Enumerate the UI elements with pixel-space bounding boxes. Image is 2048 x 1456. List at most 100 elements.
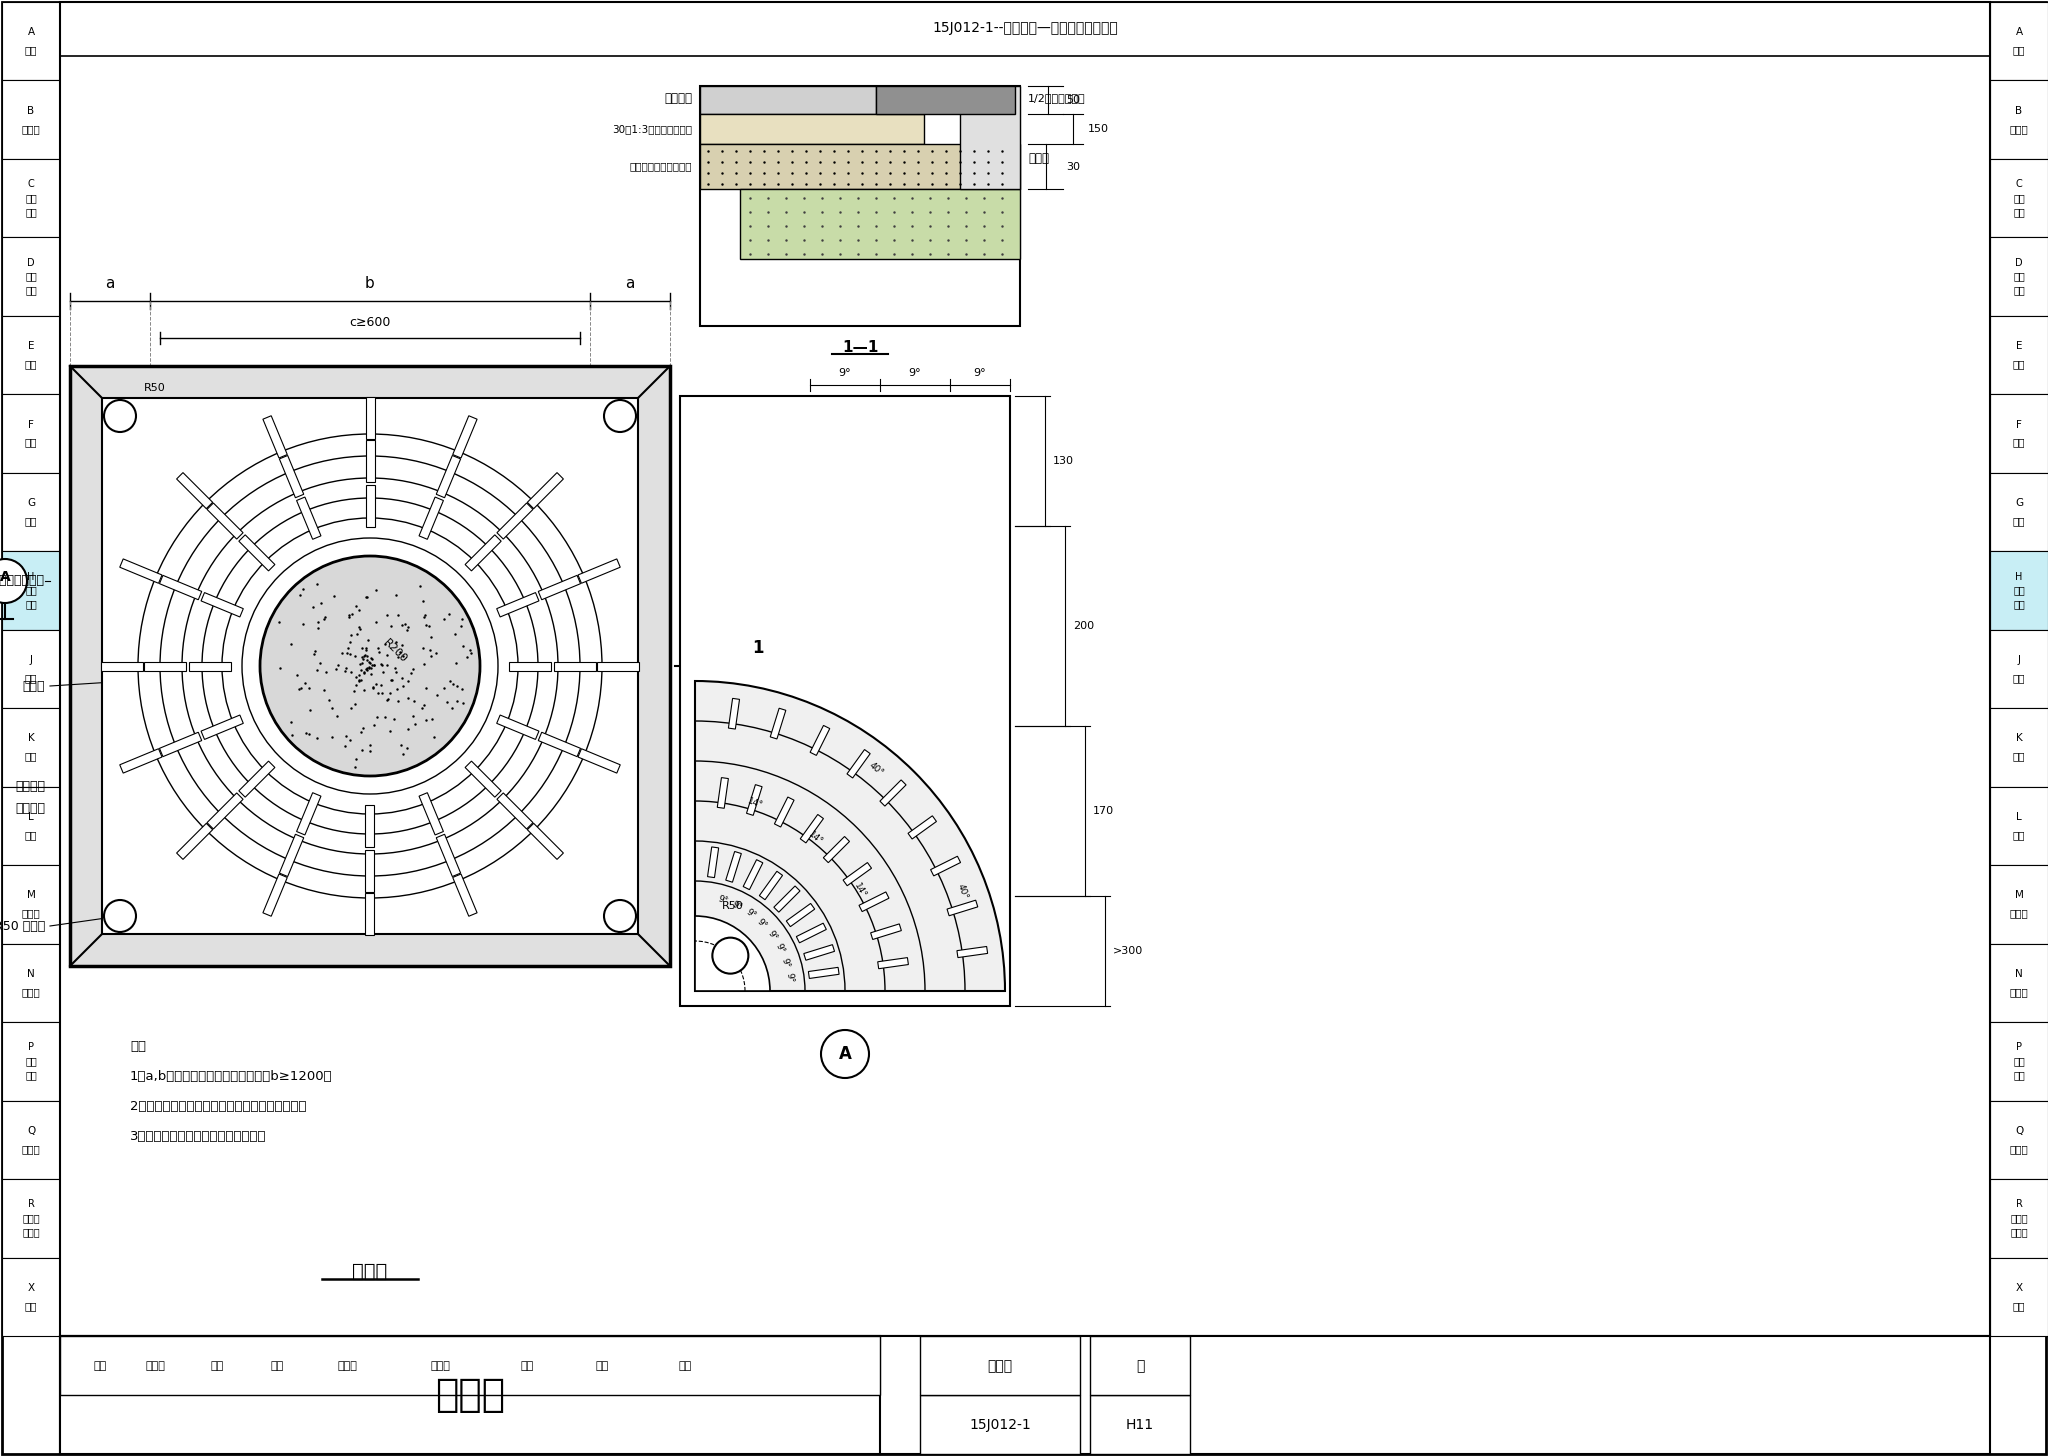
Wedge shape bbox=[694, 681, 1006, 992]
Text: 种植土: 种植土 bbox=[1028, 153, 1049, 166]
Circle shape bbox=[104, 400, 135, 432]
Bar bbox=[539, 575, 580, 600]
Bar bbox=[297, 496, 322, 539]
Text: 材料: 材料 bbox=[2013, 207, 2025, 217]
Bar bbox=[498, 502, 532, 539]
Bar bbox=[881, 780, 905, 807]
Bar bbox=[1991, 630, 2048, 708]
Bar bbox=[2, 237, 59, 316]
Bar bbox=[700, 86, 877, 114]
Bar bbox=[1991, 552, 2048, 630]
Text: 15J012-1: 15J012-1 bbox=[969, 1418, 1030, 1433]
Circle shape bbox=[604, 900, 637, 932]
Text: 200: 200 bbox=[1073, 622, 1094, 630]
Text: 朱燕辉: 朱燕辉 bbox=[338, 1361, 358, 1372]
Bar bbox=[811, 725, 829, 756]
Wedge shape bbox=[694, 916, 770, 992]
Text: 9°: 9° bbox=[973, 368, 987, 379]
Bar bbox=[207, 502, 244, 539]
Text: 注：: 注： bbox=[129, 1040, 145, 1053]
Bar bbox=[2, 552, 59, 630]
Bar bbox=[59, 1337, 1991, 1455]
Bar bbox=[725, 852, 741, 882]
Circle shape bbox=[604, 400, 637, 432]
Text: E: E bbox=[29, 341, 35, 351]
Text: 水景: 水景 bbox=[2013, 830, 2025, 840]
Bar bbox=[598, 661, 639, 671]
Bar bbox=[539, 732, 580, 757]
Bar bbox=[102, 397, 639, 933]
Bar bbox=[920, 1337, 1079, 1395]
Text: 树池: 树池 bbox=[25, 600, 37, 610]
Bar bbox=[240, 534, 274, 571]
Bar bbox=[1991, 786, 2048, 865]
Text: Q: Q bbox=[2015, 1125, 2023, 1136]
Bar bbox=[436, 456, 461, 498]
Bar bbox=[188, 661, 231, 671]
Circle shape bbox=[104, 900, 135, 932]
Text: 态技术: 态技术 bbox=[2011, 1227, 2028, 1238]
Bar bbox=[1090, 1337, 1190, 1395]
Text: 边沟: 边沟 bbox=[25, 438, 37, 447]
Bar bbox=[1991, 1179, 2048, 1258]
Text: 总说明: 总说明 bbox=[23, 124, 41, 134]
Bar bbox=[2, 80, 59, 159]
Text: 目录: 目录 bbox=[2013, 45, 2025, 55]
Bar bbox=[578, 559, 621, 584]
Bar bbox=[801, 814, 823, 843]
Text: 40°: 40° bbox=[868, 760, 885, 778]
Text: 1: 1 bbox=[752, 639, 764, 657]
Text: 1．a,b由设计师确定。种植大乔木时b≥1200。: 1．a,b由设计师确定。种植大乔木时b≥1200。 bbox=[129, 1070, 332, 1082]
Text: 边沟: 边沟 bbox=[2013, 438, 2025, 447]
Text: A: A bbox=[27, 28, 35, 38]
Text: 缘石: 缘石 bbox=[2013, 360, 2025, 370]
Text: 9°: 9° bbox=[784, 973, 795, 983]
Text: 40°: 40° bbox=[956, 882, 969, 901]
Bar bbox=[1991, 708, 2048, 786]
Text: A: A bbox=[2015, 28, 2023, 38]
Bar bbox=[920, 1395, 1079, 1455]
Text: 树池: 树池 bbox=[2013, 600, 2025, 610]
Bar bbox=[1991, 237, 2048, 316]
Bar bbox=[1991, 1101, 2048, 1179]
Bar bbox=[707, 847, 719, 878]
Bar bbox=[1991, 943, 2048, 1022]
Text: 花架: 花架 bbox=[2013, 751, 2025, 761]
Bar bbox=[2, 786, 59, 865]
Bar bbox=[365, 893, 375, 935]
Text: 水景: 水景 bbox=[25, 830, 37, 840]
Text: 排盐碱: 排盐碱 bbox=[2009, 1144, 2028, 1153]
Bar bbox=[700, 86, 1020, 326]
Bar bbox=[59, 1337, 881, 1455]
Text: 花池: 花池 bbox=[2013, 585, 2025, 596]
Text: 方威: 方威 bbox=[596, 1361, 608, 1372]
Text: P: P bbox=[2015, 1042, 2021, 1053]
Bar bbox=[1991, 1022, 2048, 1101]
Text: 花池: 花池 bbox=[25, 585, 37, 596]
Text: 3．石材及金属板颜色由设计师确定。: 3．石材及金属板颜色由设计师确定。 bbox=[129, 1130, 266, 1143]
Bar bbox=[526, 823, 563, 859]
Text: R50: R50 bbox=[143, 383, 166, 393]
Bar bbox=[201, 593, 244, 617]
Text: 页: 页 bbox=[1137, 1358, 1145, 1373]
Text: 附录: 附录 bbox=[2013, 1300, 2025, 1310]
Text: H: H bbox=[2015, 572, 2023, 581]
Text: 14°: 14° bbox=[745, 796, 764, 810]
Bar bbox=[743, 859, 762, 890]
Bar bbox=[1090, 1395, 1190, 1455]
Text: 石材收边: 石材收边 bbox=[14, 779, 45, 792]
Bar bbox=[797, 923, 825, 943]
Bar bbox=[770, 708, 786, 740]
Bar bbox=[946, 900, 977, 916]
Bar bbox=[739, 189, 1020, 259]
Text: A: A bbox=[838, 1045, 852, 1063]
Text: J: J bbox=[29, 655, 33, 665]
Bar bbox=[760, 871, 782, 900]
Circle shape bbox=[0, 559, 27, 603]
Text: 9°: 9° bbox=[909, 368, 922, 379]
Bar bbox=[279, 834, 303, 877]
Text: H11: H11 bbox=[1126, 1418, 1155, 1433]
Bar bbox=[2, 316, 59, 395]
Text: >300: >300 bbox=[1112, 946, 1143, 957]
Text: 1/2金属树池箅子: 1/2金属树池箅子 bbox=[1028, 93, 1085, 103]
